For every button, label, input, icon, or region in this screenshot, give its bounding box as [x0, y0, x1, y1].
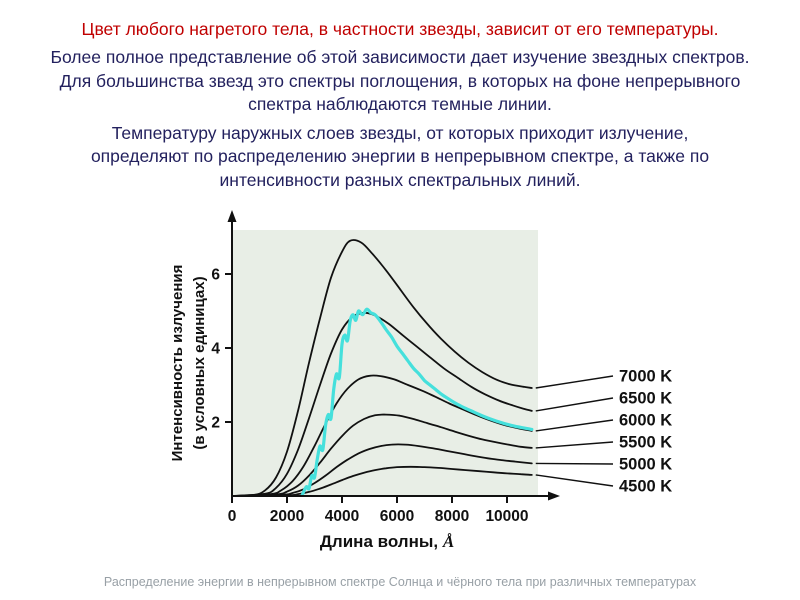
series-7000-K [231, 239, 533, 497]
x-tick-label: 0 [228, 508, 237, 525]
y-tick-label: 4 [211, 341, 220, 358]
temperature-label: 6000 K [619, 412, 672, 430]
y-axis-label-line1: Интенсивность излучения [169, 265, 186, 462]
heading-line: Цвет любого нагретого тела, в частности … [81, 19, 719, 39]
spectrum-chart: 0 2000 4000 6000 8000 10000 2 4 6 7000 K 6500 K 600… [162, 206, 692, 556]
x-axis-label: Длина волны, Å [320, 532, 454, 551]
x-tick-label: 10000 [485, 508, 528, 525]
temperature-label: 5000 K [619, 456, 672, 474]
label-leader-line [535, 441, 614, 449]
temperature-label: 6500 K [619, 390, 672, 408]
x-tick-label: 2000 [270, 508, 304, 525]
label-leader-line [535, 419, 614, 432]
temperature-label: 4500 K [619, 478, 672, 496]
series-4500-K [231, 465, 533, 497]
series-6500-K [231, 311, 533, 497]
figure-caption: Распределение энергии в непрерывном спек… [103, 575, 697, 589]
temperature-label: 7000 K [619, 368, 672, 386]
text-block: Цвет любого нагретого тела, в частности … [0, 0, 800, 192]
label-leader-line [535, 474, 614, 487]
series-6000-K [231, 374, 533, 497]
label-leader-line [535, 397, 614, 412]
y-tick-label: 6 [211, 267, 220, 284]
x-tick-label: 6000 [380, 508, 414, 525]
x-tick-label: 8000 [435, 508, 469, 525]
y-axis-arrow-icon [227, 210, 237, 222]
series-Солнце [300, 307, 534, 497]
x-tick-label: 4000 [325, 508, 359, 525]
x-axis-arrow-icon [548, 491, 560, 501]
y-tick-label: 2 [211, 415, 220, 432]
paragraph-temperature: Температуру наружных слоев звезды, от ко… [90, 122, 710, 190]
paragraph-spectra: Более полное представление об этой завис… [50, 47, 750, 115]
y-axis-label-line2: (в условных единицах) [191, 276, 208, 449]
series-5500-K [231, 413, 533, 497]
label-leader-line [535, 462, 614, 465]
temperature-label: 5500 K [619, 434, 672, 452]
spectrum-chart-svg: 0 2000 4000 6000 8000 10000 2 4 6 7000 K 6500 K 600… [169, 210, 672, 551]
plot-area [232, 230, 538, 496]
label-leader-line [535, 375, 614, 389]
